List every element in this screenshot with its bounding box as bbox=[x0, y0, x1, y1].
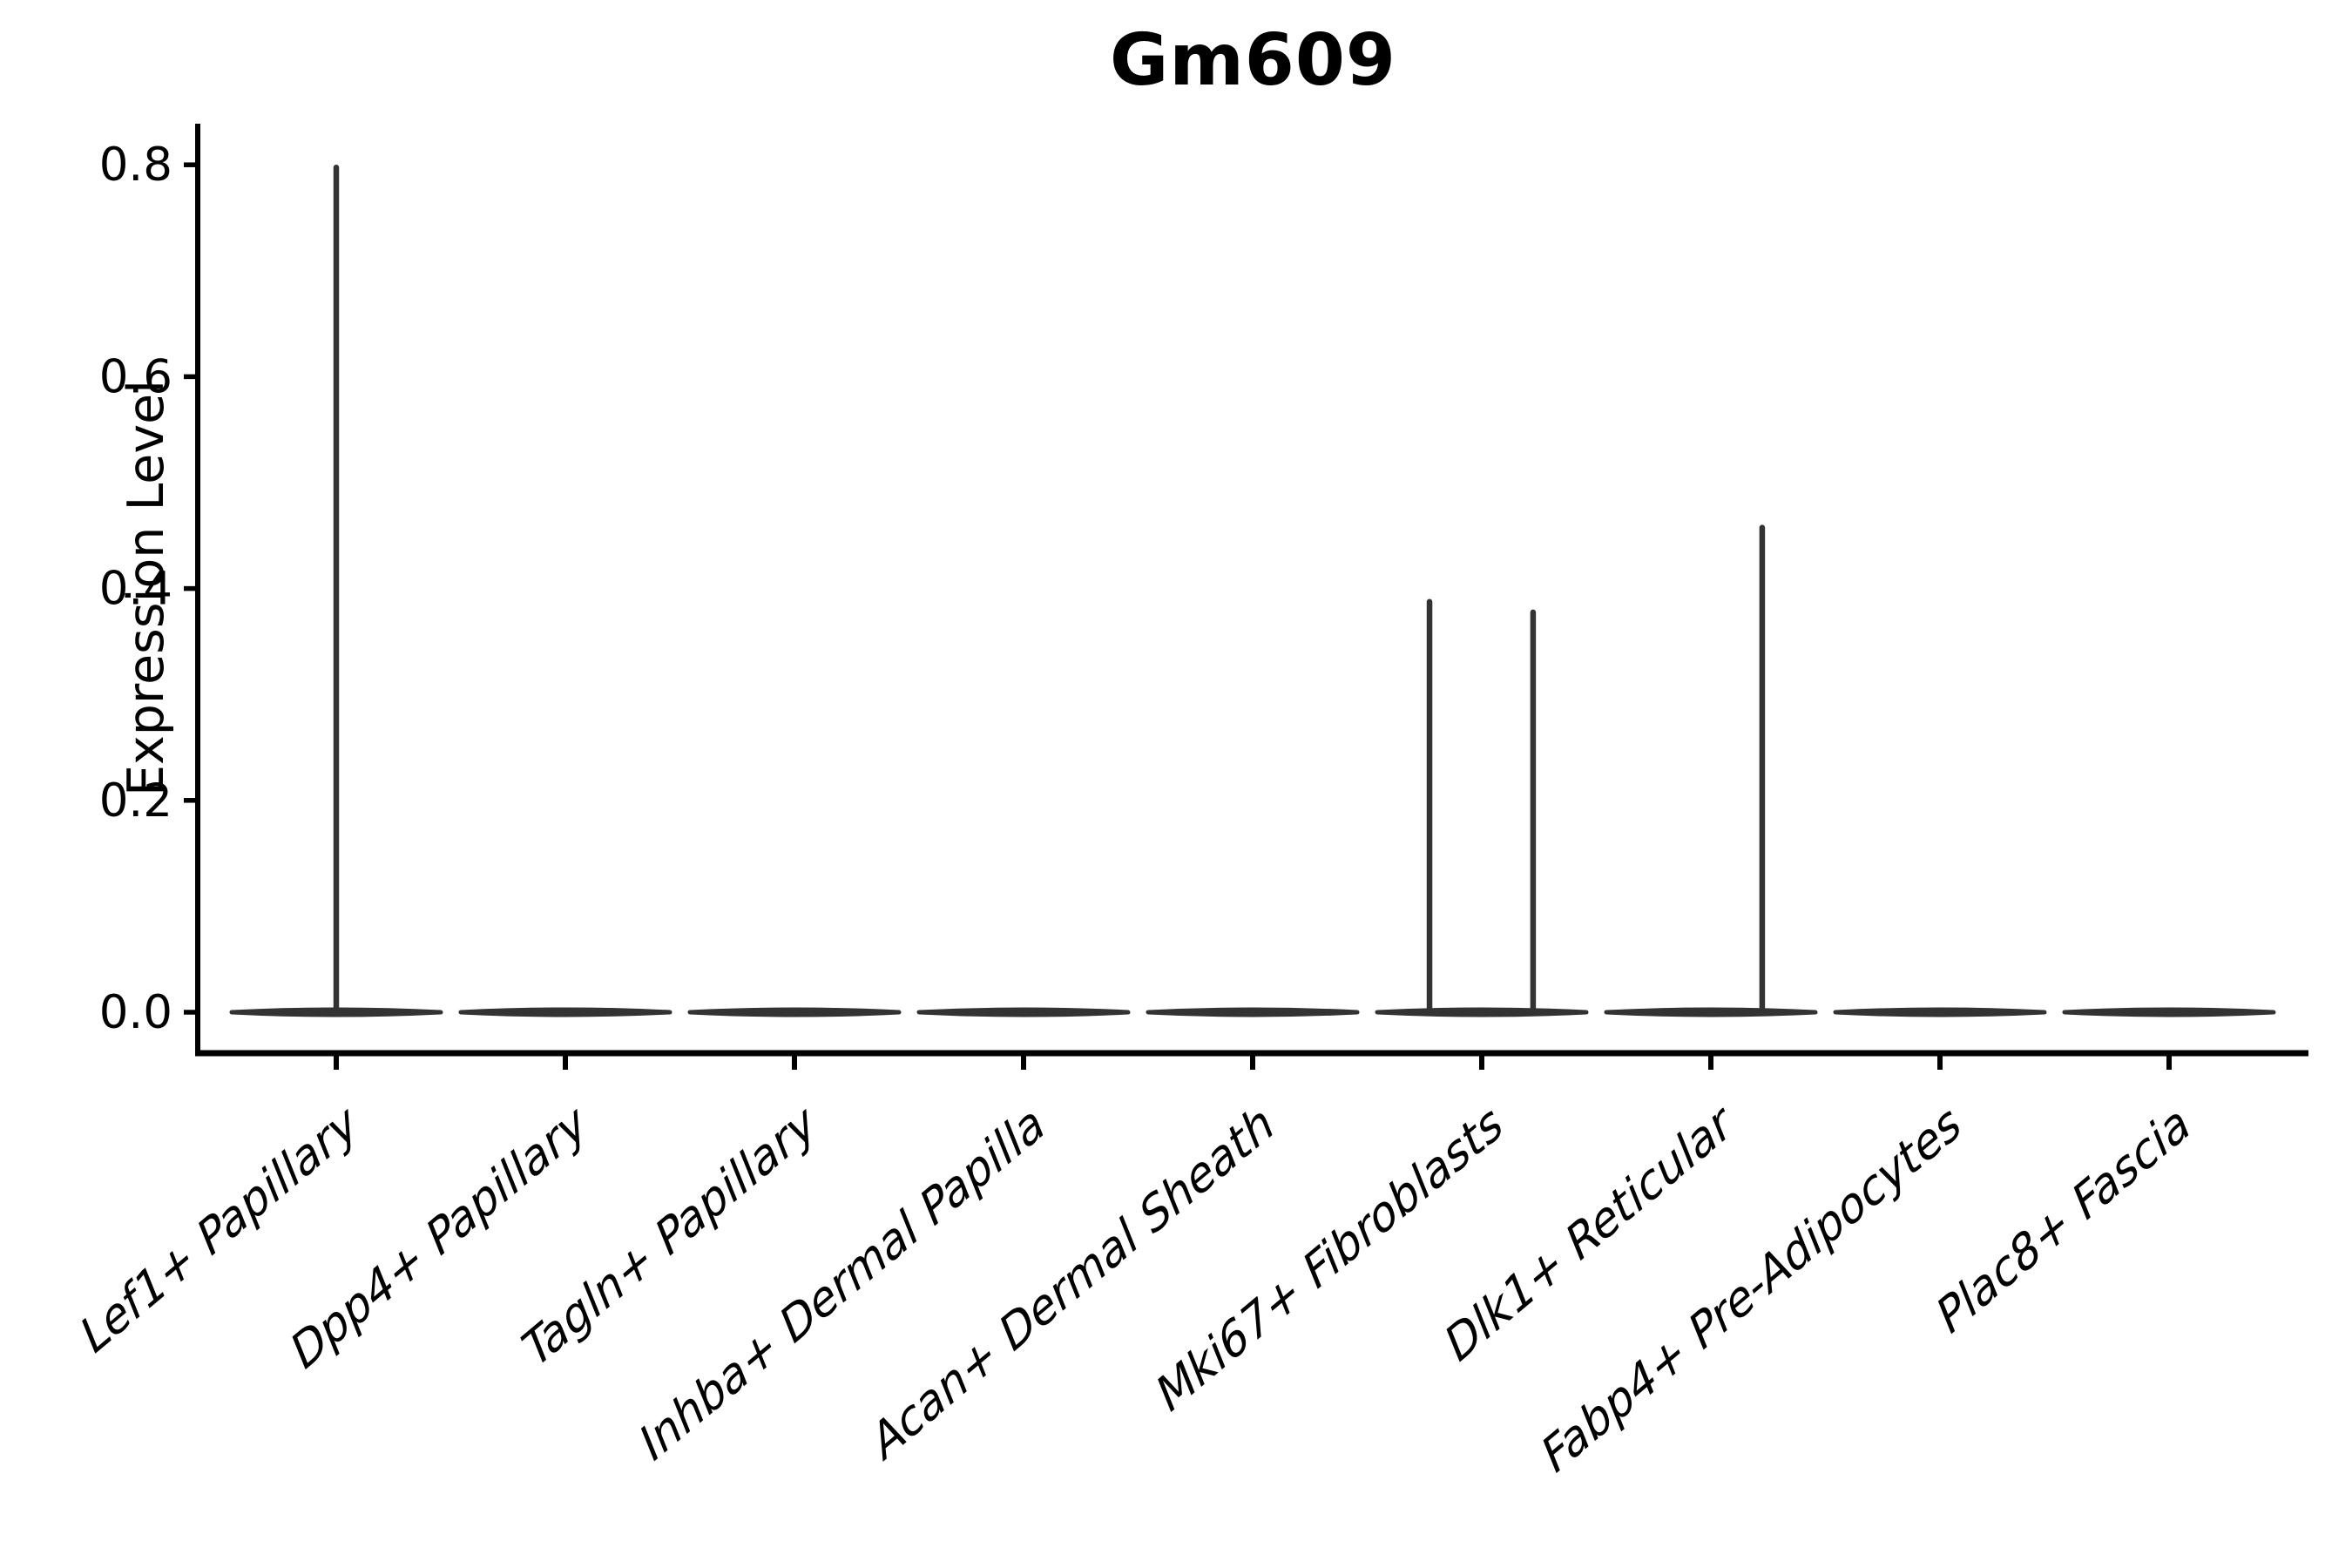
y-tick-label: 0.8 bbox=[99, 139, 172, 192]
x-tick-label: Inhba+ Dermal Papilla bbox=[634, 1091, 1051, 1475]
x-tick-label: Plac8+ Fascia bbox=[1931, 1091, 2196, 1348]
violin-body bbox=[1375, 1007, 1589, 1017]
y-tick-label: 0.0 bbox=[99, 986, 172, 1039]
y-tick-label: 0.4 bbox=[99, 563, 172, 616]
y-tick-label: 0.2 bbox=[99, 774, 172, 828]
violin-body bbox=[2062, 1007, 2276, 1017]
violin-body bbox=[1604, 1007, 1818, 1017]
x-tick-label: Fabp4+ Pre-Adipocytes bbox=[1537, 1091, 1967, 1486]
violin-body bbox=[1146, 1007, 1360, 1017]
violin-body bbox=[458, 1007, 672, 1017]
x-tick-label: Acan+ Dermal Sheath bbox=[866, 1091, 1280, 1472]
y-tick-label: 0.6 bbox=[99, 350, 172, 403]
violin-body bbox=[1833, 1007, 2047, 1017]
violin-body bbox=[687, 1007, 902, 1017]
chart-title: Gm609 bbox=[1110, 19, 1396, 102]
violin-body bbox=[916, 1007, 1131, 1017]
